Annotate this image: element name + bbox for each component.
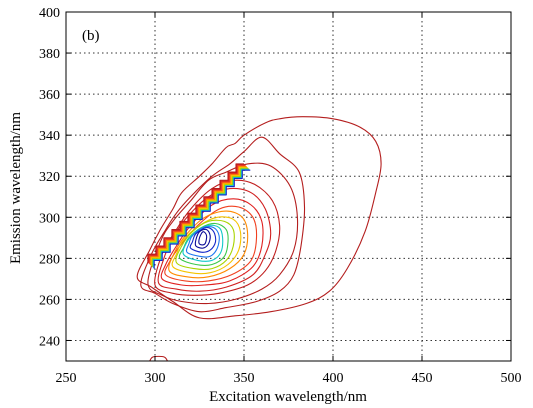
contour-line [140,136,306,313]
x-tick-label: 450 [412,371,433,386]
y-tick-label: 360 [39,88,60,103]
y-tick-label: 280 [39,252,60,267]
contour-line [182,224,224,262]
y-tick-label: 380 [39,47,60,62]
y-tick-label: 300 [39,211,60,226]
x-tick-label: 350 [234,371,255,386]
contour-line [136,116,382,320]
x-tick-label: 500 [501,371,522,386]
x-tick-label: 250 [56,371,77,386]
x-tick-label: 400 [323,371,344,386]
contour-line [175,219,235,271]
scatter-edge-line [153,169,251,269]
y-tick-label: 400 [39,6,60,21]
scatter-edge-line [148,164,245,264]
contour-line [171,216,242,275]
scatter-edge-line [150,166,248,267]
contour-line [185,226,220,258]
contour-plot [136,116,382,362]
contour-line [149,355,168,362]
contour-line [194,228,211,249]
scatter-edge-line [150,166,247,266]
y-tick-label: 240 [39,334,60,349]
plot-frame [65,11,512,362]
scatter-edge-line [152,168,250,268]
y-axis-title: Emission wavelength/nm [8,112,24,264]
contour-line [189,227,217,253]
y-tick-label: 260 [39,293,60,308]
scatter-edge-line [151,167,249,267]
scatter-edge-line [149,165,246,265]
panel-label: (b) [82,28,100,44]
contour-line [178,222,229,266]
contour-line [147,162,299,305]
scatter-edge-line [147,163,244,263]
x-axis-title: Excitation wavelength/nm [209,389,367,405]
y-tick-label: 320 [39,170,60,185]
x-tick-label: 300 [145,371,166,386]
contour-line [154,179,281,296]
contour-line [198,231,208,246]
y-tick-label: 340 [39,129,60,144]
axis-ticks: 250 300 350 400 450 500 240 260 280 300 320 340 360 3… [39,6,522,386]
